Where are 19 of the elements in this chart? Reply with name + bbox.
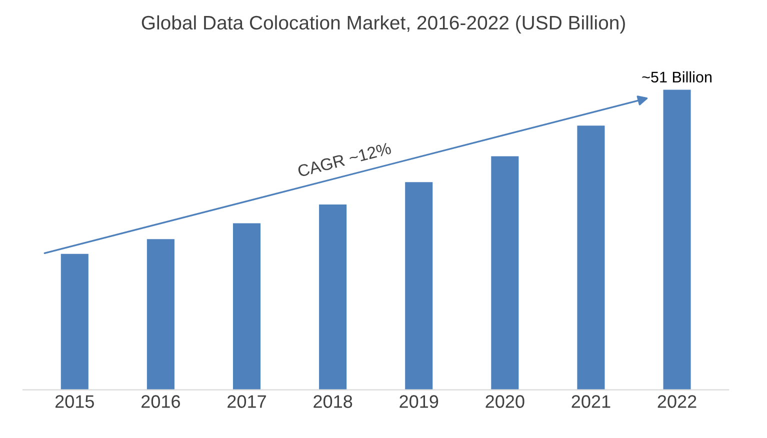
bar [577,126,605,390]
bar [60,254,88,390]
bar [491,156,519,390]
bar [663,90,691,390]
x-tick-label: 2016 [142,395,180,408]
chart-title: Global Data Colocation Market, 2016-2022 (USD Billion) [142,15,625,34]
x-tick-label: 2021 [572,395,610,408]
bar [319,204,347,390]
x-tick-label: 2015 [55,395,94,408]
x-tick-label: 2017 [228,395,266,408]
data-label: ~51 Billion [642,71,712,83]
annotation: CAGR ~12% [297,142,392,178]
bar [405,182,433,390]
bar [146,239,174,390]
x-tick-label: 2018 [314,395,352,408]
x-tick-label: 2020 [486,395,524,408]
bar [232,223,261,390]
x-tick-label: 2022 [658,395,696,408]
x-tick-label: 2019 [400,395,438,408]
